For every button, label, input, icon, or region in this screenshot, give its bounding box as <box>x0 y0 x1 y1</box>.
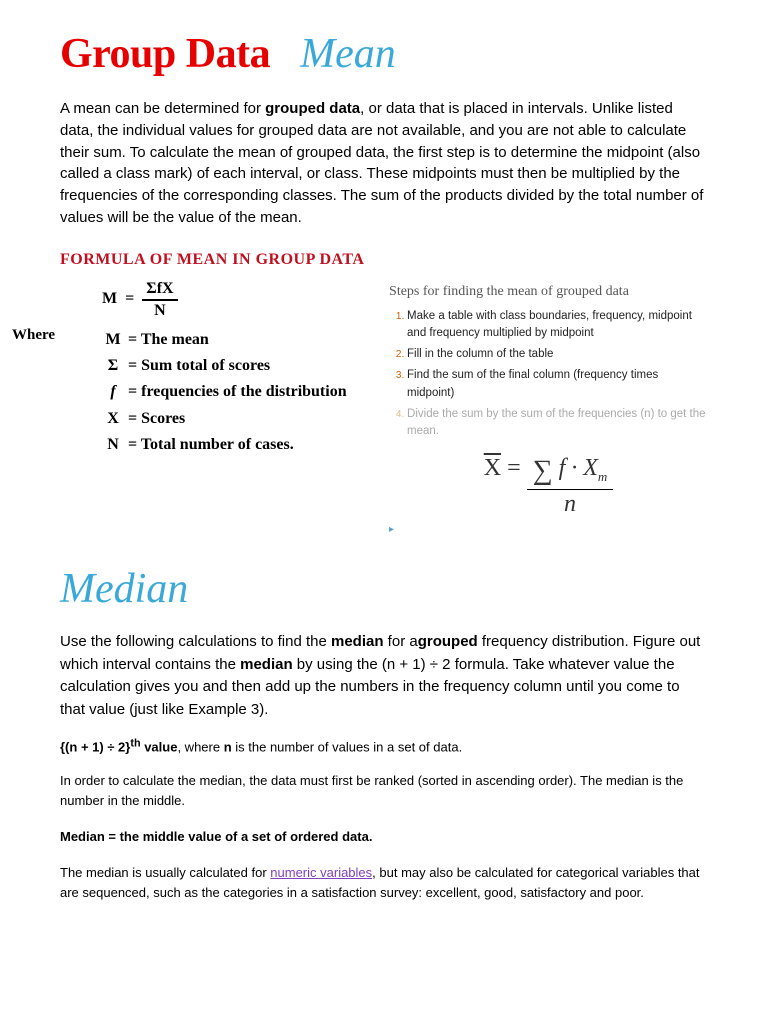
def-text: = Scores <box>128 410 185 427</box>
value-c: , where <box>177 740 223 755</box>
formula-left-col: Where M = ΣfX N M = The mean Σ = Sum tot… <box>60 281 371 459</box>
value-sup: th <box>130 737 140 749</box>
steps-num: ∑ f · Xm <box>527 456 614 490</box>
median-def-bold: Median = the middle value of a set of or… <box>60 829 372 844</box>
final-a: The median is usually calculated for <box>60 865 270 880</box>
sigma-icon: ∑ <box>533 455 553 486</box>
def-row: M = The mean <box>102 327 371 353</box>
where-label: Where <box>12 327 55 344</box>
median-bold: median <box>331 633 384 650</box>
formula-block: M = ΣfX N M = The mean Σ = Sum total of … <box>60 281 371 459</box>
intro-text-c: , or data that is placed in intervals. U… <box>60 100 703 226</box>
eq-sign: = <box>125 286 134 312</box>
value-a: {(n + 1) ÷ 2} <box>60 740 130 755</box>
step-item: Divide the sum by the sum of the frequen… <box>407 406 708 441</box>
def-sym: X <box>102 406 124 432</box>
def-sym: f <box>102 379 124 405</box>
def-text: = frequencies of the distribution <box>128 383 347 400</box>
eq-sign: = <box>507 455 527 481</box>
title-row: Group Data Mean <box>60 30 708 78</box>
median-text: for a <box>384 633 418 650</box>
script-mean-title: Mean <box>300 30 396 78</box>
median-rank-text: In order to calculate the median, the da… <box>60 771 708 811</box>
defs-table: M = The mean Σ = Sum total of scores f =… <box>102 327 371 459</box>
steps-den: n <box>564 490 576 516</box>
median-text: Use the following calculations to find t… <box>60 633 331 650</box>
step-item: Make a table with class boundaries, freq… <box>407 308 708 343</box>
collapse-triangle-icon: ▸ <box>389 522 708 537</box>
formula-main: M = ΣfX N <box>102 281 371 319</box>
def-sym: N <box>102 432 124 458</box>
median-bold: grouped <box>418 633 478 650</box>
steps-formula: X = ∑ f · Xm n <box>389 450 708 516</box>
value-d: n <box>224 740 232 755</box>
median-intro: Use the following calculations to find t… <box>60 631 708 721</box>
def-text: = Total number of cases. <box>128 436 294 453</box>
median-value-formula: {(n + 1) ÷ 2}th value, where n is the nu… <box>60 737 708 754</box>
formula-section-header: FORMULA OF MEAN IN GROUP DATA <box>60 251 708 269</box>
def-row: X = Scores <box>102 406 371 432</box>
median-final-text: The median is usually calculated for num… <box>60 863 708 903</box>
formula-two-col: Where M = ΣfX N M = The mean Σ = Sum tot… <box>60 281 708 538</box>
value-b: value <box>141 740 178 755</box>
def-text: = The mean <box>128 331 209 348</box>
def-sym: M <box>102 327 124 353</box>
fraction-num: ΣfX <box>142 281 177 301</box>
numeric-variables-link[interactable]: numeric variables <box>270 865 372 880</box>
def-text: = Sum total of scores <box>128 357 270 374</box>
formula-xbar: X <box>484 455 501 481</box>
value-e: is the number of values in a set of data… <box>232 740 463 755</box>
steps-num-rest: f · X <box>553 455 598 481</box>
median-def-text: Median = the middle value of a set of or… <box>60 827 708 847</box>
sym-M: M <box>102 286 117 312</box>
steps-list: Make a table with class boundaries, freq… <box>389 308 708 441</box>
intro-text-a: A mean can be determined for <box>60 100 265 117</box>
main-title: Group Data <box>60 30 270 78</box>
steps-col: Steps for finding the mean of grouped da… <box>389 281 708 538</box>
steps-num-sub: m <box>598 469 607 484</box>
median-bold: median <box>240 656 293 673</box>
step-item: Fill in the column of the table <box>407 346 708 363</box>
def-row: Σ = Sum total of scores <box>102 353 371 379</box>
intro-bold-grouped: grouped data <box>265 100 360 117</box>
def-row: f = frequencies of the distribution <box>102 379 371 405</box>
fraction-main: ΣfX N <box>142 281 177 319</box>
steps-fraction: ∑ f · Xm n <box>527 456 614 516</box>
steps-title: Steps for finding the mean of grouped da… <box>389 281 708 302</box>
step-item: Find the sum of the final column (freque… <box>407 367 708 402</box>
def-row: N = Total number of cases. <box>102 432 371 458</box>
fraction-den: N <box>154 301 166 319</box>
intro-paragraph: A mean can be determined for grouped dat… <box>60 98 708 229</box>
def-sym: Σ <box>102 353 124 379</box>
median-title: Median <box>60 565 708 613</box>
